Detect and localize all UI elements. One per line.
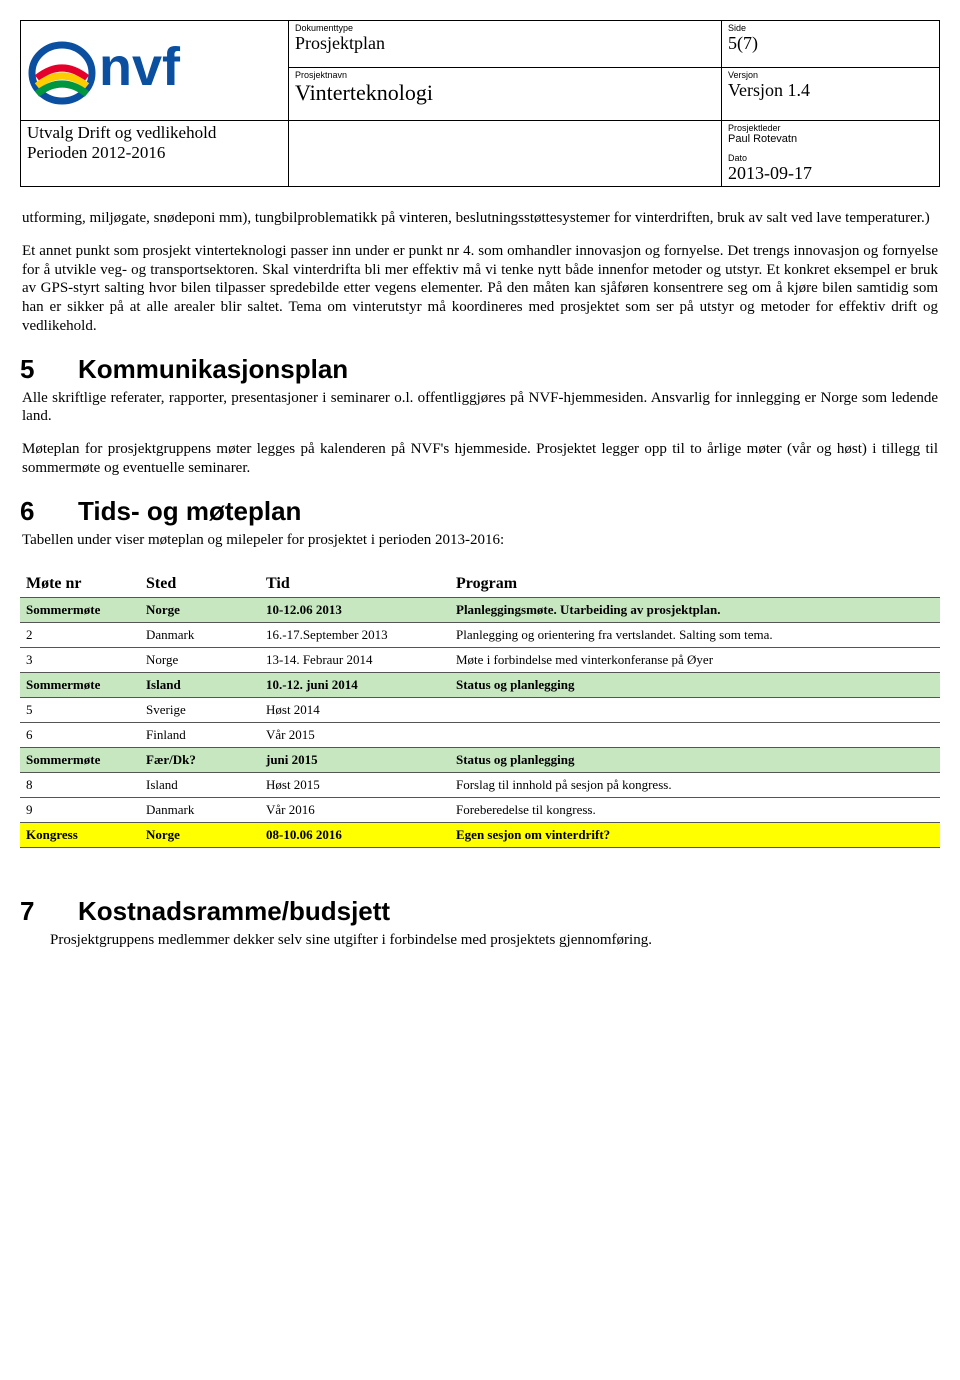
label-dokumenttype: Dokumenttype [295, 23, 715, 33]
col-sted: Sted [140, 571, 260, 598]
label-dato: Dato [728, 153, 933, 163]
paragraph-1: utforming, miljøgate, snødeponi mm), tun… [22, 209, 938, 228]
table-row: 9DanmarkVår 2016Foreberedelse til kongre… [20, 798, 940, 823]
table-cell: 10.-12. juni 2014 [260, 673, 450, 698]
table-cell: 2 [20, 623, 140, 648]
paragraph-2: Et annet punkt som prosjekt vinterteknol… [22, 242, 938, 336]
table-cell: Norge [140, 648, 260, 673]
table-cell: Danmark [140, 798, 260, 823]
table-cell: Vår 2016 [260, 798, 450, 823]
table-cell: Status og planlegging [450, 748, 940, 773]
section-6-title: Tids- og møteplan [78, 496, 301, 526]
label-prosjektnavn: Prosjektnavn [295, 70, 715, 80]
value-side: 5(7) [728, 33, 933, 54]
table-cell: 16.-17.September 2013 [260, 623, 450, 648]
section-6-number: 6 [20, 496, 78, 527]
svg-text:nvf: nvf [99, 37, 181, 97]
table-cell: Island [140, 673, 260, 698]
table-cell: Sommermøte [20, 673, 140, 698]
section-7-heading: 7Kostnadsramme/budsjett [20, 896, 940, 927]
section-5-p1: Alle skriftlige referater, rapporter, pr… [22, 389, 938, 427]
label-side: Side [728, 23, 933, 33]
table-cell: 13-14. Febraur 2014 [260, 648, 450, 673]
header-left-line1: Utvalg Drift og vedlikehold [27, 123, 282, 143]
table-cell: Sverige [140, 698, 260, 723]
label-versjon: Versjon [728, 70, 933, 80]
table-cell [450, 698, 940, 723]
table-cell: Vår 2015 [260, 723, 450, 748]
table-cell: Norge [140, 823, 260, 848]
table-row: SommermøteFær/Dk?juni 2015Status og plan… [20, 748, 940, 773]
table-row: 5SverigeHøst 2014 [20, 698, 940, 723]
table-cell: Finland [140, 723, 260, 748]
col-program: Program [450, 571, 940, 598]
section-6-heading: 6Tids- og møteplan [20, 496, 940, 527]
section-5-number: 5 [20, 354, 78, 385]
table-cell: Status og planlegging [450, 673, 940, 698]
table-cell: 8 [20, 773, 140, 798]
table-row: SommermøteIsland10.-12. juni 2014Status … [20, 673, 940, 698]
value-dato: 2013-09-17 [728, 163, 933, 184]
table-cell: 10-12.06 2013 [260, 598, 450, 623]
value-prosjektleder: Paul Rotevatn [728, 133, 933, 145]
value-dokumenttype: Prosjektplan [295, 33, 715, 54]
section-7-title: Kostnadsramme/budsjett [78, 896, 390, 926]
table-cell: 5 [20, 698, 140, 723]
table-row: 3Norge13-14. Febraur 2014Møte i forbinde… [20, 648, 940, 673]
table-cell: Planlegging og orientering fra vertsland… [450, 623, 940, 648]
logo-cell: nvf [21, 21, 289, 121]
section-5-p2: Møteplan for prosjektgruppens møter legg… [22, 440, 938, 478]
meeting-table: Møte nr Sted Tid Program SommermøteNorge… [20, 571, 940, 848]
section-7-number: 7 [20, 896, 78, 927]
table-cell: Høst 2014 [260, 698, 450, 723]
table-cell: Danmark [140, 623, 260, 648]
table-row: SommermøteNorge10-12.06 2013Planleggings… [20, 598, 940, 623]
section-5-heading: 5Kommunikasjonsplan [20, 354, 940, 385]
table-cell: Sommermøte [20, 598, 140, 623]
table-cell: 6 [20, 723, 140, 748]
table-cell: Foreberedelse til kongress. [450, 798, 940, 823]
document-header: nvf Dokumenttype Prosjektplan Side 5(7) … [20, 20, 940, 187]
section-5-title: Kommunikasjonsplan [78, 354, 348, 384]
table-cell: Norge [140, 598, 260, 623]
table-cell: Møte i forbindelse med vinterkonferanse … [450, 648, 940, 673]
table-row: 2Danmark16.-17.September 2013Planlegging… [20, 623, 940, 648]
value-versjon: Versjon 1.4 [728, 80, 933, 101]
col-mote-nr: Møte nr [20, 571, 140, 598]
table-cell: juni 2015 [260, 748, 450, 773]
table-header-row: Møte nr Sted Tid Program [20, 571, 940, 598]
table-cell: 08-10.06 2016 [260, 823, 450, 848]
table-cell: Høst 2015 [260, 773, 450, 798]
value-prosjektnavn: Vinterteknologi [295, 80, 715, 106]
nvf-logo: nvf [27, 23, 257, 118]
col-tid: Tid [260, 571, 450, 598]
header-left-line2: Perioden 2012-2016 [27, 143, 282, 163]
table-cell: Island [140, 773, 260, 798]
table-row: 8IslandHøst 2015Forslag til innhold på s… [20, 773, 940, 798]
table-cell: Fær/Dk? [140, 748, 260, 773]
table-cell: 3 [20, 648, 140, 673]
table-cell: Kongress [20, 823, 140, 848]
label-prosjektleder: Prosjektleder [728, 123, 933, 133]
table-row: KongressNorge08-10.06 2016Egen sesjon om… [20, 823, 940, 848]
table-cell: Egen sesjon om vinterdrift? [450, 823, 940, 848]
table-cell: 9 [20, 798, 140, 823]
section-6-intro: Tabellen under viser møteplan og milepel… [22, 531, 938, 550]
table-cell [450, 723, 940, 748]
section-7-p1: Prosjektgruppens medlemmer dekker selv s… [50, 931, 938, 950]
table-cell: Forslag til innhold på sesjon på kongres… [450, 773, 940, 798]
table-cell: Sommermøte [20, 748, 140, 773]
table-cell: Planleggingsmøte. Utarbeiding av prosjek… [450, 598, 940, 623]
table-row: 6FinlandVår 2015 [20, 723, 940, 748]
